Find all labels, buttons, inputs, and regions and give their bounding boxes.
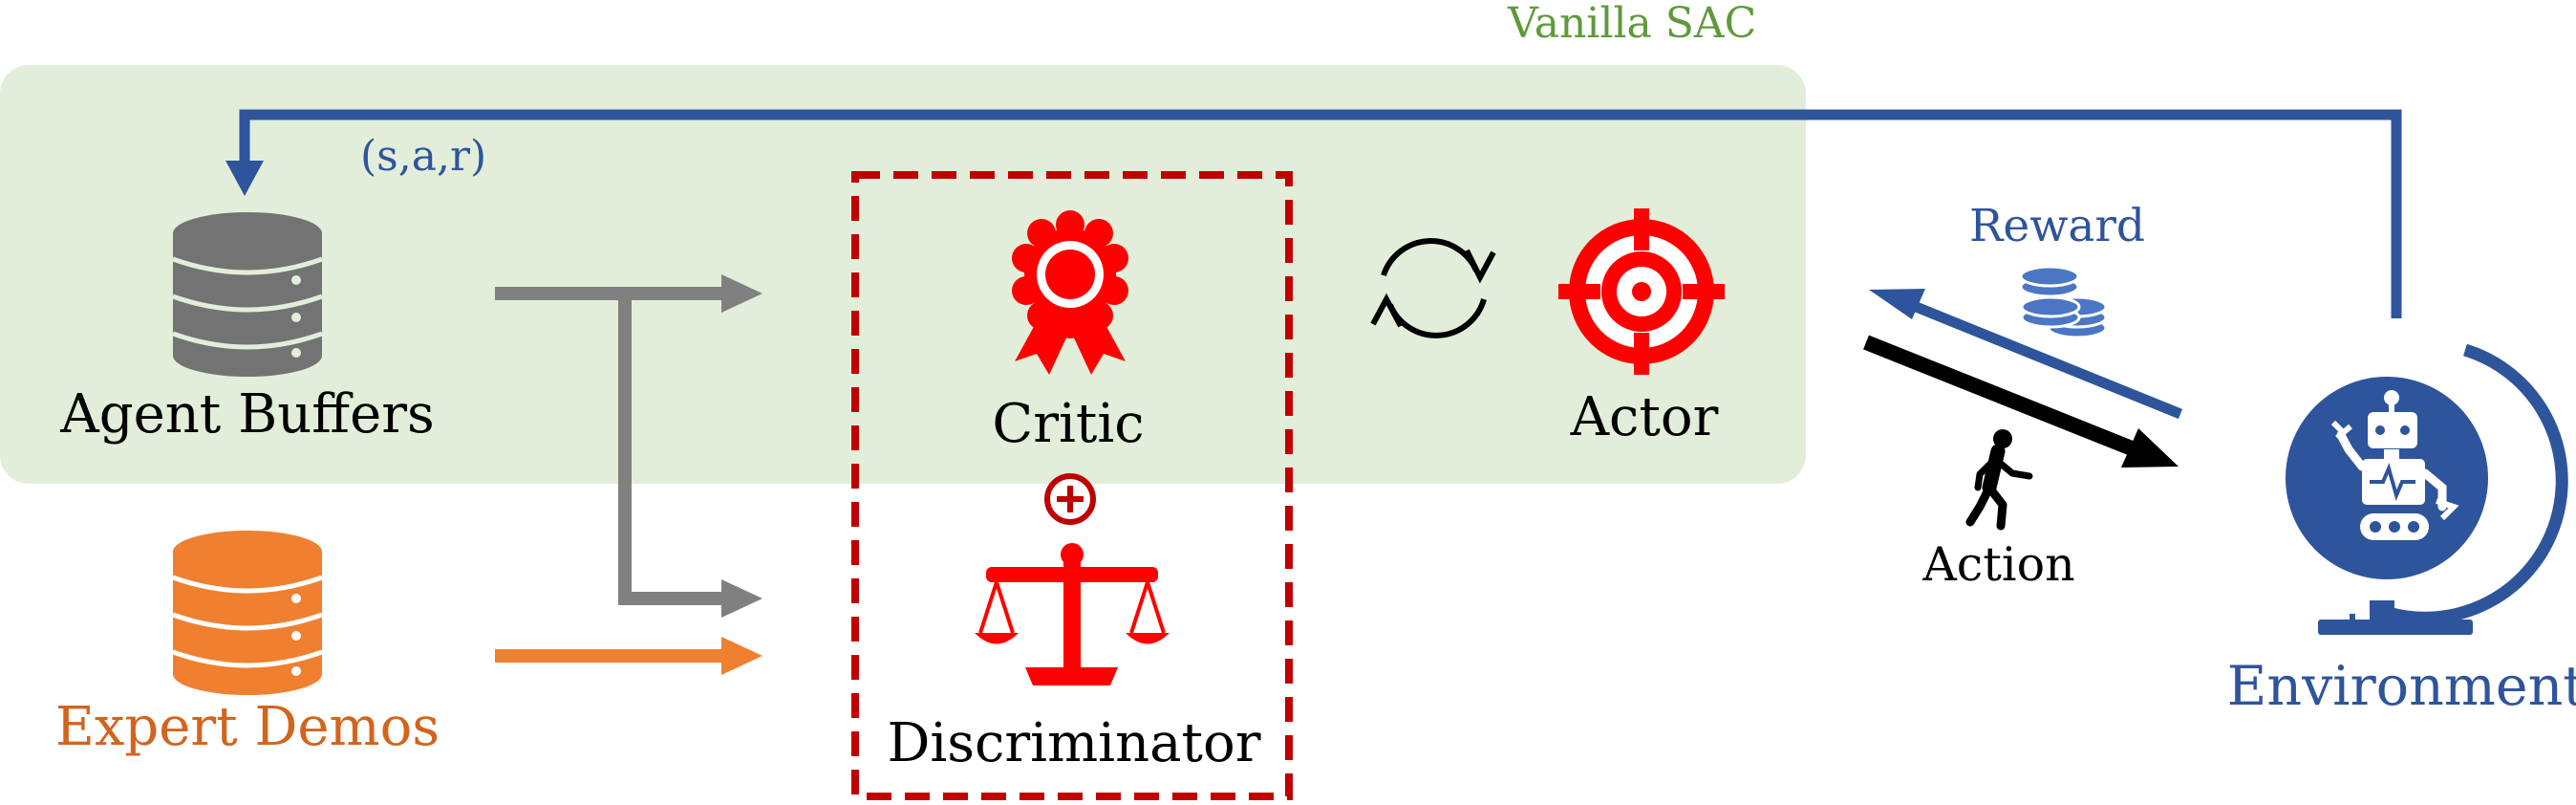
reward-label: Reward: [1968, 200, 2146, 252]
plus-circle-icon: [1044, 473, 1096, 525]
expert-demo-arrow: [495, 637, 762, 675]
reward-arrow: [1869, 289, 2183, 420]
expert-demo-database-icon: [172, 531, 323, 695]
sar-label: (s,a,r): [360, 132, 487, 181]
critic-discriminator-box: [851, 171, 1293, 800]
refresh-cycle-icon: [1370, 238, 1496, 338]
action-label: Action: [1922, 537, 2075, 592]
action-arrow: [1863, 335, 2179, 468]
feedback-loop-arrow: [225, 109, 2402, 318]
agent-buffer-database-icon: [172, 212, 323, 377]
coins-icon: [2019, 265, 2108, 339]
robot-globe-icon: [2286, 343, 2568, 635]
scale-balance-icon: [975, 543, 1170, 685]
walking-person-icon: [1965, 429, 2033, 531]
target-crosshair-icon: [1558, 208, 1725, 375]
agent-buffers-label: Agent Buffers: [60, 383, 435, 446]
critic-label: Critic: [992, 393, 1145, 455]
discriminator-label: Discriminator: [887, 712, 1261, 774]
buffer-split-arrow: [495, 274, 762, 618]
expert-demos-label: Expert Demos: [54, 696, 440, 758]
vanilla-sac-region: [0, 65, 1806, 484]
actor-label: Actor: [1570, 386, 1719, 448]
vanilla-sac-label: Vanilla SAC: [1508, 0, 1757, 48]
environment-label: Environment: [2226, 655, 2576, 718]
award-ribbon-icon: [1012, 210, 1128, 375]
